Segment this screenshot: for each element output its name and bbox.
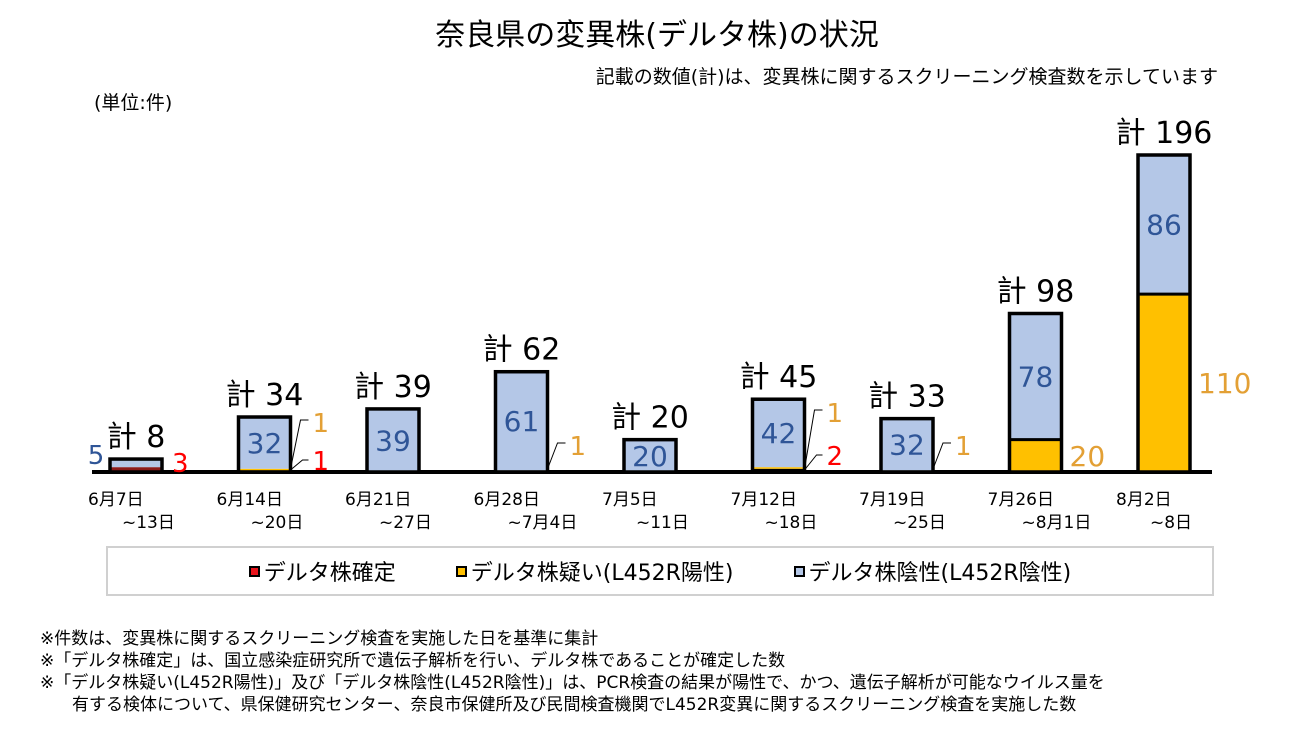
- leader-line-suspected: [547, 442, 566, 470]
- legend-label-negative: デルタ株陰性(L452R陰性): [808, 561, 1072, 586]
- negative-value-label: 39: [375, 424, 411, 457]
- bar-outline: [622, 437, 678, 474]
- bar-suspected: [752, 467, 805, 469]
- legend-label-confirmed: デルタ株確定: [263, 561, 396, 586]
- bar-suspected: [238, 468, 291, 471]
- x-tick-label-range: ~18日: [765, 513, 818, 533]
- negative-value-label: 32: [889, 429, 925, 462]
- bar-outline: [365, 407, 421, 474]
- total-label: 計 8: [107, 420, 166, 455]
- total-label: 計 98: [997, 275, 1075, 310]
- confirmed-value-label: 3: [172, 449, 189, 479]
- x-tick-label: 6月28日: [474, 490, 540, 510]
- total-label: 計 34: [226, 378, 304, 413]
- bar-negative: [1009, 313, 1062, 440]
- leader-line-suspected: [932, 442, 951, 470]
- leader-line-suspected: [290, 419, 309, 470]
- confirmed-value-label: 1: [313, 447, 330, 477]
- total-label: 計 196: [1116, 116, 1213, 151]
- footnote-3: ※「デルタ株疑い(L452R陽性)」及び「デルタ株陰性(L452R陰性)」は、P…: [40, 673, 1105, 693]
- legend-swatch-suspected: [455, 565, 467, 577]
- suspected-value-label: 20: [1070, 440, 1106, 473]
- total-label: 計 20: [611, 401, 689, 436]
- negative-value-label: 61: [504, 405, 540, 438]
- bar-confirmed: [110, 467, 162, 472]
- bar-outline: [108, 457, 164, 474]
- negative-value-label: 32: [247, 427, 283, 460]
- leader-line-confirmed: [804, 454, 823, 471]
- negative-value-label: 42: [761, 417, 797, 450]
- bar-negative: [752, 399, 805, 468]
- stacked-bar-chart: 計 85 3 6月7日 ~13日 計 34 32 1 1 6月14日 ~20日 計 39 39 6月21…: [88, 116, 1252, 533]
- bar-negative: [238, 417, 291, 469]
- x-tick-label: 7月19日: [859, 490, 925, 510]
- x-tick-label-range: ~7月4日: [508, 513, 578, 533]
- chart-subtitle: 記載の数値(計)は、変異株に関するスクリーニング検査数を示しています: [595, 66, 1218, 88]
- negative-value-label: 78: [1018, 361, 1054, 394]
- x-tick-label: 6月14日: [217, 490, 283, 510]
- x-tick-label: 8月2日: [1116, 490, 1172, 510]
- bar-outline: [750, 397, 807, 474]
- bar-negative: [367, 408, 419, 472]
- total-label: 計 45: [740, 360, 818, 395]
- total-label: 計 39: [354, 370, 432, 405]
- bar-outline: [1136, 153, 1192, 474]
- x-tick-label-range: ~25日: [893, 513, 946, 533]
- negative-value-label: 86: [1146, 209, 1182, 242]
- x-tick-label-range: ~8月1日: [1022, 513, 1092, 533]
- total-label: 計 33: [868, 380, 946, 415]
- total-label: 計 62: [483, 333, 561, 368]
- legend-label-suspected: デルタ株疑い(L452R陽性): [470, 561, 734, 586]
- bar-outline: [1007, 311, 1064, 474]
- x-tick-label: 6月21日: [345, 490, 411, 510]
- suspected-value-label: 1: [570, 432, 587, 462]
- bar-outline: [493, 369, 550, 474]
- bar-suspected: [1009, 439, 1062, 472]
- bar-negative: [495, 371, 548, 471]
- x-tick-label-range: ~13日: [122, 513, 175, 533]
- leader-line-suspected: [804, 409, 823, 470]
- chart-title: 奈良県の変異株(デルタ株)の状況: [435, 18, 879, 53]
- footnote-3-cont: 有する検体について、県保健研究センター、奈良市保健所及び民間検査機関でL452R…: [72, 695, 1077, 715]
- suspected-value-label: 1: [955, 432, 972, 462]
- suspected-value-label: 1: [313, 409, 330, 439]
- x-tick-label-range: ~11日: [636, 513, 689, 533]
- x-tick-label-range: ~8日: [1150, 513, 1192, 533]
- negative-value-label: 20: [632, 440, 668, 473]
- unit-label: (単位:件): [94, 92, 173, 114]
- bar-negative: [624, 439, 676, 472]
- bar-outline: [236, 415, 293, 474]
- x-tick-label: 6月7日: [88, 490, 144, 510]
- footnotes: ※件数は、変異株に関するスクリーニング検査を実施した日を基準に集計 ※「デルタ株…: [40, 628, 1105, 716]
- footnote-2: ※「デルタ株確定」は、国立感染症研究所で遺伝子解析を行い、デルタ株であることが確…: [40, 651, 786, 671]
- confirmed-value-label: 2: [827, 442, 844, 472]
- bar-outline: [879, 416, 935, 474]
- x-tick-label-range: ~20日: [251, 513, 304, 533]
- bar-negative: [881, 418, 933, 471]
- suspected-value-label: 1: [827, 399, 844, 429]
- legend-item-confirmed: デルタ株確定: [248, 555, 396, 587]
- suspected-value-label: 110: [1198, 367, 1251, 400]
- x-tick-label: 7月5日: [602, 490, 658, 510]
- legend-item-negative: デルタ株陰性(L452R陰性): [793, 555, 1072, 587]
- footnote-1: ※件数は、変異株に関するスクリーニング検査を実施した日を基準に集計: [40, 629, 599, 649]
- legend-swatch-confirmed: [248, 565, 260, 577]
- bar-suspected: [1138, 294, 1190, 472]
- x-tick-label: 7月12日: [731, 490, 797, 510]
- negative-value-label: 5: [88, 441, 105, 471]
- bar-negative: [1138, 155, 1190, 295]
- legend-item-suspected: デルタ株疑い(L452R陽性): [455, 555, 734, 587]
- x-tick-label: 7月26日: [988, 490, 1054, 510]
- bar-negative: [110, 459, 162, 468]
- legend-swatch-negative: [793, 565, 805, 577]
- leader-line-confirmed: [290, 459, 309, 471]
- chart-legend: デルタ株確定 デルタ株疑い(L452R陽性) デルタ株陰性(L452R陰性): [106, 546, 1214, 596]
- x-tick-label-range: ~27日: [379, 513, 432, 533]
